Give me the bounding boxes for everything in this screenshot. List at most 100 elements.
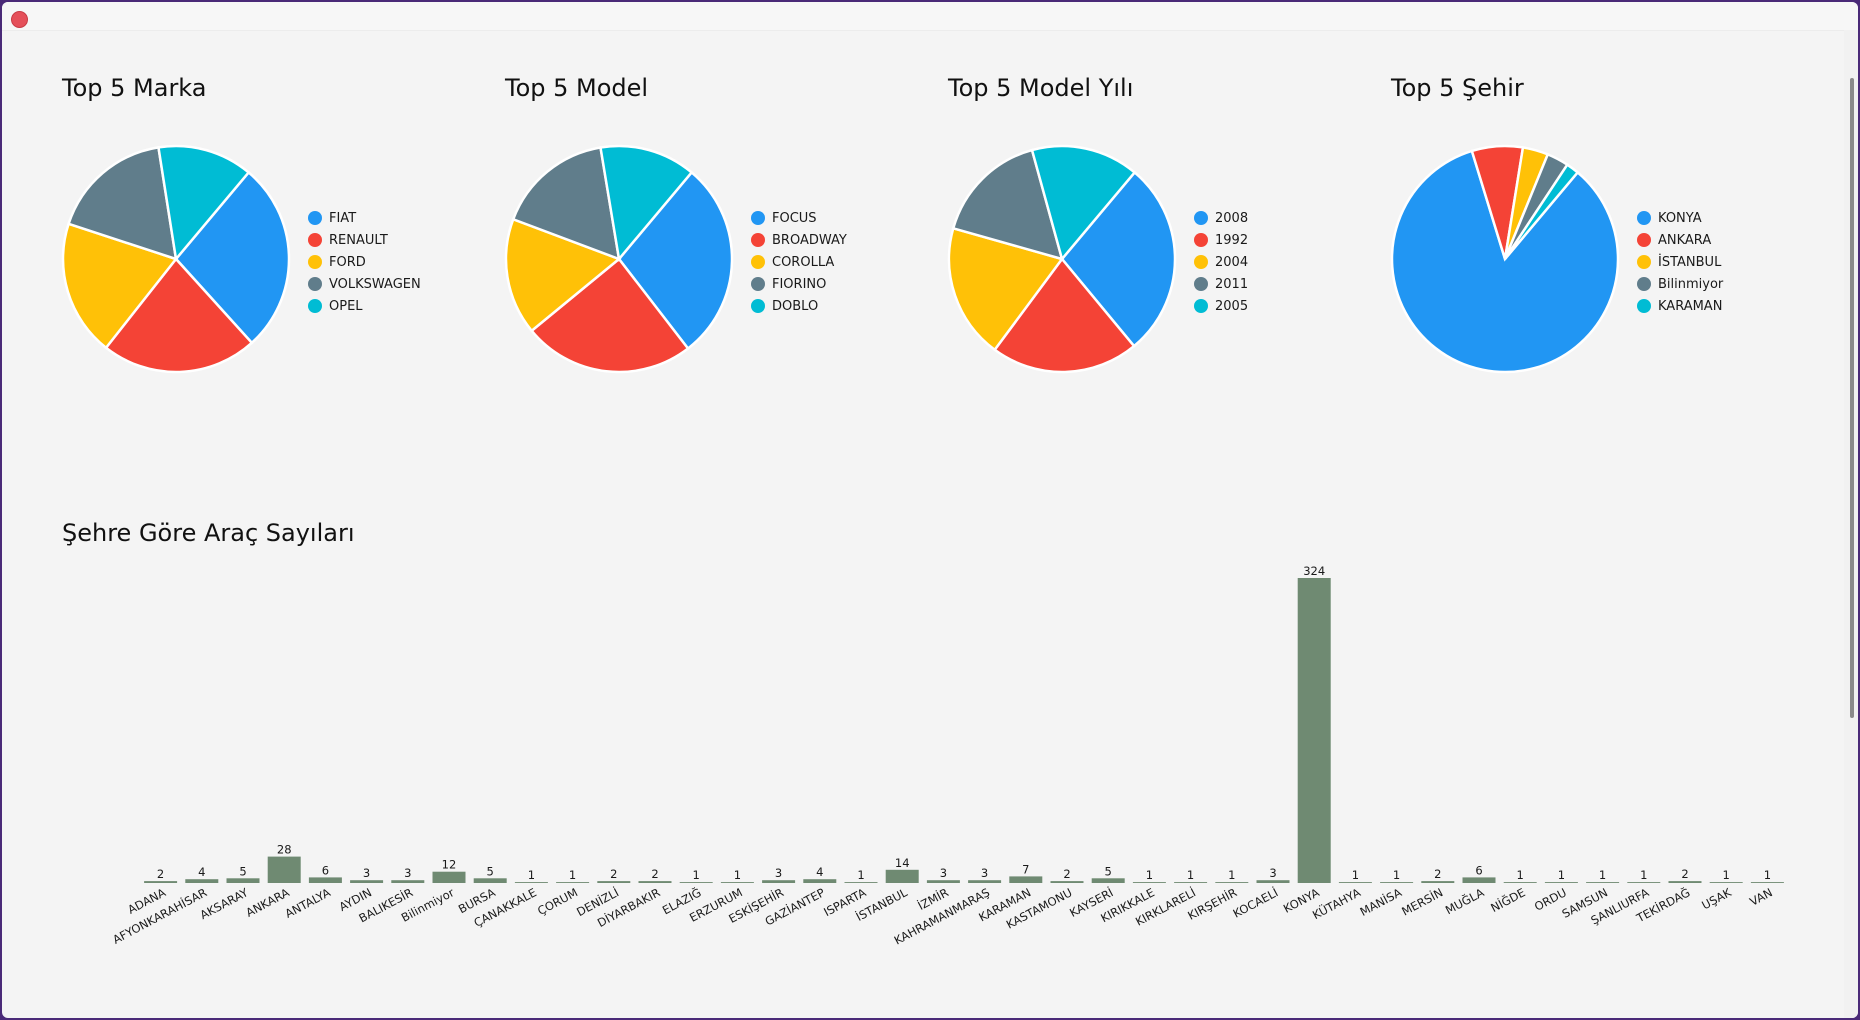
legend-label: İSTANBUL bbox=[1658, 254, 1722, 270]
bar-value-label: 14 bbox=[895, 856, 910, 870]
bar bbox=[226, 878, 260, 883]
x-tick-label: ÇORUM bbox=[535, 885, 580, 918]
legend-swatch bbox=[308, 277, 322, 291]
pie-legend-brand: FIAT RENAULT FORD VOLKSWAGEN OPEL bbox=[308, 207, 421, 317]
pie-panel-model: Top 5 Model FOCUS BROADWAY COROLLA FIORI… bbox=[504, 64, 945, 384]
pie-slice bbox=[157, 144, 251, 262]
bar-chart-title: Şehre Göre Araç Sayıları bbox=[62, 519, 355, 547]
pie-slice bbox=[1060, 170, 1177, 348]
legend-label: 1992 bbox=[1215, 232, 1249, 248]
bar-value-label: 3 bbox=[981, 866, 988, 880]
legend-swatch bbox=[751, 299, 765, 313]
legend-item: FIAT bbox=[308, 207, 421, 229]
bar-value-label: 7 bbox=[1022, 862, 1029, 876]
legend-swatch bbox=[1194, 299, 1208, 313]
bar bbox=[1338, 882, 1372, 883]
legend-swatch bbox=[1637, 255, 1651, 269]
legend-swatch bbox=[751, 211, 765, 225]
bar-value-label: 1 bbox=[1764, 868, 1771, 882]
bar bbox=[1050, 881, 1084, 883]
pie-slice bbox=[529, 257, 690, 374]
bar-value-label: 1 bbox=[528, 868, 535, 882]
legend-swatch bbox=[1194, 255, 1208, 269]
x-tick-label: KOCAELİ bbox=[1230, 884, 1280, 920]
bar bbox=[679, 882, 713, 883]
legend-item: İSTANBUL bbox=[1637, 251, 1723, 273]
bar-value-label: 1 bbox=[1146, 868, 1153, 882]
legend-item: DOBLO bbox=[751, 295, 847, 317]
bar-value-label: 1 bbox=[693, 868, 700, 882]
vertical-scrollbar[interactable] bbox=[1844, 30, 1858, 1018]
pie-slice bbox=[1390, 149, 1620, 374]
legend-item: KARAMAN bbox=[1637, 295, 1723, 317]
legend-label: 2011 bbox=[1215, 276, 1249, 292]
x-tick-label: MUĞLA bbox=[1442, 884, 1486, 917]
legend-item: ANKARA bbox=[1637, 229, 1723, 251]
bar-value-label: 1 bbox=[1393, 868, 1400, 882]
bar bbox=[185, 879, 219, 883]
bar-value-label: 1 bbox=[734, 868, 741, 882]
bar-value-label: 28 bbox=[277, 843, 292, 857]
pie-legend-model: FOCUS BROADWAY COROLLA FIORINO DOBLO bbox=[751, 207, 847, 317]
scrollbar-thumb[interactable] bbox=[1850, 78, 1854, 718]
legend-item: 2011 bbox=[1194, 273, 1248, 295]
legend-item: 2008 bbox=[1194, 207, 1248, 229]
bar bbox=[473, 878, 507, 883]
bar bbox=[1503, 882, 1537, 883]
legend-swatch bbox=[1637, 211, 1651, 225]
bar-value-label: 5 bbox=[239, 864, 246, 878]
pie-title-brand: Top 5 Marka bbox=[62, 74, 207, 102]
pie-title-model: Top 5 Model bbox=[505, 74, 649, 102]
bar-value-label: 12 bbox=[442, 858, 457, 872]
bar bbox=[350, 880, 384, 883]
legend-swatch bbox=[1194, 211, 1208, 225]
bar bbox=[968, 880, 1002, 883]
bar bbox=[1544, 882, 1578, 883]
bar bbox=[597, 881, 631, 883]
bar-value-label: 3 bbox=[363, 866, 370, 880]
bar-value-label: 3 bbox=[1269, 866, 1276, 880]
bar-value-label: 2 bbox=[610, 867, 617, 881]
legend-label: Bilinmiyor bbox=[1658, 276, 1724, 292]
pie-slice bbox=[1503, 162, 1580, 260]
title-bar bbox=[2, 2, 1858, 31]
bar bbox=[432, 871, 466, 883]
legend-label: COROLLA bbox=[772, 254, 835, 270]
bar-value-label: 2 bbox=[651, 867, 658, 881]
legend-item: 1992 bbox=[1194, 229, 1248, 251]
pie-slice bbox=[104, 257, 254, 374]
legend-label: FOCUS bbox=[772, 210, 817, 226]
legend-label: RENAULT bbox=[329, 232, 388, 248]
bar-value-label: 4 bbox=[198, 865, 205, 879]
bar bbox=[1627, 882, 1661, 883]
bar-value-label: 6 bbox=[322, 863, 329, 877]
pie-slice bbox=[599, 144, 694, 262]
bar bbox=[1009, 876, 1043, 883]
legend-label: FIAT bbox=[329, 210, 357, 226]
bar bbox=[1091, 878, 1125, 883]
bar bbox=[720, 882, 754, 883]
bar bbox=[1380, 882, 1414, 883]
bar-value-label: 1 bbox=[569, 868, 576, 882]
x-tick-label: KÜTAHYA bbox=[1309, 883, 1363, 922]
x-tick-label: AKSARAY bbox=[198, 885, 252, 922]
pie-legend-model-year: 2008 1992 2004 2011 2005 bbox=[1194, 207, 1248, 317]
legend-item: 2004 bbox=[1194, 251, 1248, 273]
pie-slice bbox=[511, 146, 621, 261]
legend-label: 2008 bbox=[1215, 210, 1249, 226]
legend-label: KARAMAN bbox=[1658, 298, 1723, 314]
legend-item: OPEL bbox=[308, 295, 421, 317]
pie-slice bbox=[1030, 144, 1137, 262]
close-button[interactable] bbox=[11, 11, 28, 28]
legend-label: FIORINO bbox=[772, 276, 827, 292]
legend-label: BROADWAY bbox=[772, 232, 847, 248]
pie-slice bbox=[947, 226, 1065, 352]
bar-value-label: 1 bbox=[1599, 868, 1606, 882]
legend-item: Bilinmiyor bbox=[1637, 273, 1723, 295]
legend-swatch bbox=[308, 255, 322, 269]
legend-label: KONYA bbox=[1658, 210, 1702, 226]
bar-value-label: 5 bbox=[487, 864, 494, 878]
bar bbox=[1462, 877, 1496, 883]
bar-value-label: 1 bbox=[857, 868, 864, 882]
